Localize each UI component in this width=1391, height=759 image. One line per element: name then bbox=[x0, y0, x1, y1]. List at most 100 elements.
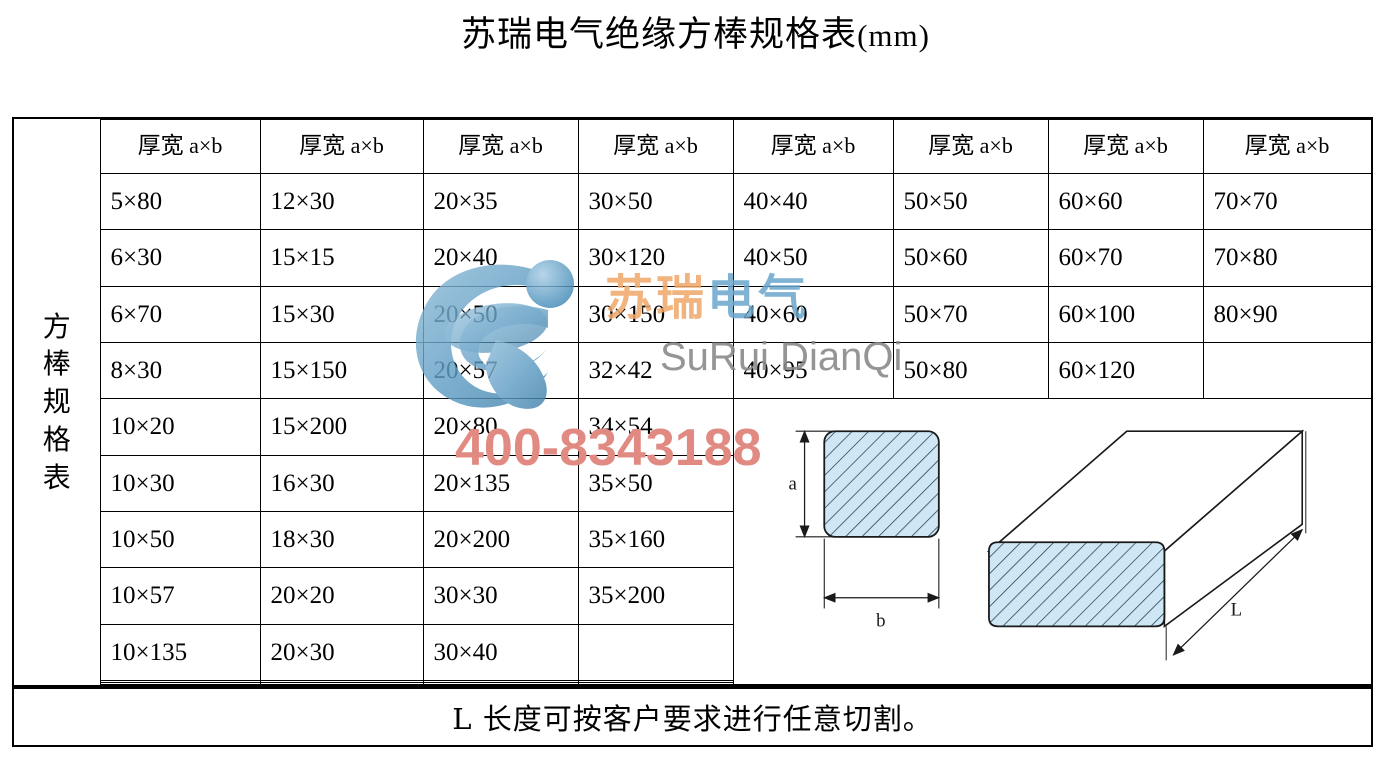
table-cell: 30×150 bbox=[577, 285, 734, 344]
spec-value: 30×150 bbox=[588, 300, 666, 328]
table-cell: 70×70 bbox=[1202, 173, 1372, 231]
spec-value: 5×80 bbox=[110, 188, 163, 216]
header-label-cn: 厚宽 bbox=[458, 133, 505, 160]
table-cell: 20×20 bbox=[259, 567, 424, 625]
table-cell: 40×40 bbox=[732, 173, 894, 231]
spec-value: 20×35 bbox=[433, 188, 498, 216]
table-row: 5×80 12×30 20×35 30×50 40×40 50×50 60×60 70×70 bbox=[14, 173, 1372, 231]
spec-value: 10×135 bbox=[110, 638, 188, 666]
spec-value: 40×95 bbox=[743, 356, 808, 384]
table-cell: 6×30 bbox=[99, 229, 261, 287]
header-label-dims: a×b bbox=[504, 133, 543, 159]
table-cell: 50×70 bbox=[892, 285, 1049, 344]
table-cell: 12×30 bbox=[259, 173, 424, 231]
table-cell: 10×30 bbox=[99, 454, 261, 513]
table-cell: 18×30 bbox=[259, 510, 424, 569]
table-cell: 10×20 bbox=[99, 398, 261, 456]
table-row: 10×57 20×20 30×30 35×200 bbox=[14, 567, 1371, 625]
spec-value: 50×80 bbox=[903, 356, 968, 384]
table-cell: 15×150 bbox=[259, 342, 424, 400]
table-cell: 35×200 bbox=[577, 567, 734, 625]
spec-value: 50×50 bbox=[903, 188, 968, 216]
header-label-dims: a×b bbox=[345, 133, 384, 159]
spec-value: 50×70 bbox=[903, 300, 968, 328]
header-label-dims: a×b bbox=[974, 133, 1013, 159]
table-row: 10×50 18×30 20×200 35×160 bbox=[14, 510, 1371, 569]
table-cell: 15×200 bbox=[259, 398, 424, 456]
table-cell: 10×57 bbox=[99, 567, 261, 625]
table-cell: 8×30 bbox=[99, 342, 261, 400]
table-header-cell: 厚宽 a×b bbox=[1202, 118, 1372, 175]
spec-value: 10×30 bbox=[110, 469, 175, 497]
spec-value: 18×30 bbox=[270, 525, 335, 553]
header-label-dims: a×b bbox=[816, 133, 856, 159]
spec-value: 15×150 bbox=[270, 356, 348, 384]
header-label-cn: 厚宽 bbox=[1244, 133, 1291, 160]
spec-value: 60×100 bbox=[1058, 300, 1136, 328]
table-cell: 60×60 bbox=[1047, 173, 1204, 231]
table-cell: 30×30 bbox=[422, 567, 579, 625]
table-cell: 35×160 bbox=[577, 510, 734, 569]
table-cell-empty bbox=[259, 681, 424, 686]
header-label-cn: 厚宽 bbox=[137, 133, 184, 160]
table-cell: 80×90 bbox=[1202, 285, 1372, 344]
table-header-cell: 厚宽 a×b bbox=[1047, 118, 1204, 175]
spec-value: 30×40 bbox=[433, 638, 498, 666]
spec-value: 50×60 bbox=[903, 244, 968, 272]
spec-value: 8×30 bbox=[110, 356, 163, 384]
spec-value: 6×70 bbox=[110, 300, 163, 328]
table-cell: 6×70 bbox=[99, 285, 261, 344]
table-cell: 20×80 bbox=[422, 398, 579, 456]
row-label-cell: 方棒规格表 bbox=[14, 119, 101, 685]
spec-value: 20×40 bbox=[433, 244, 498, 272]
spec-value: 15×30 bbox=[270, 300, 335, 328]
diagram-cell: a b L bbox=[732, 398, 1372, 685]
table-cell: 34×54 bbox=[577, 398, 734, 456]
table-header-cell: 厚宽 a×b bbox=[892, 118, 1049, 175]
table-row: 10×20 15×200 20×80 34×54 a b L bbox=[14, 398, 1372, 685]
spec-value: 16×30 bbox=[270, 469, 335, 497]
table-cell: 40×60 bbox=[732, 285, 894, 344]
table-cell: 50×50 bbox=[892, 173, 1049, 231]
table-cell: 16×30 bbox=[259, 454, 424, 513]
spec-value: 60×60 bbox=[1058, 188, 1123, 216]
spec-table-container: 方棒规格表 厚宽 a×b 厚宽 a×b 厚宽 a×b 厚宽 a×b 厚宽 a×b 厚宽 a×… bbox=[12, 117, 1373, 687]
table-header-cell: 厚宽 a×b bbox=[99, 118, 261, 175]
table-cell: 30×120 bbox=[577, 229, 734, 287]
spec-value: 20×20 bbox=[270, 582, 335, 610]
table-row bbox=[14, 681, 1371, 686]
dimension-label-b: b bbox=[876, 611, 885, 632]
table-cell: 70×80 bbox=[1202, 229, 1372, 287]
table-cell: 60×70 bbox=[1047, 229, 1204, 287]
spec-value: 20×80 bbox=[433, 413, 498, 441]
table-cell: 15×30 bbox=[259, 285, 424, 344]
header-label-dims: a×b bbox=[1290, 133, 1330, 159]
table-cell bbox=[1202, 342, 1372, 400]
table-cell: 10×50 bbox=[99, 510, 261, 569]
spec-value: 70×80 bbox=[1213, 244, 1278, 272]
table-cell: 60×100 bbox=[1047, 285, 1204, 344]
header-label-dims: a×b bbox=[1129, 133, 1168, 159]
table-cell: 60×120 bbox=[1047, 342, 1204, 400]
spec-value: 80×90 bbox=[1213, 300, 1278, 328]
table-cell-empty bbox=[422, 681, 579, 686]
header-label-cn: 厚宽 bbox=[770, 133, 817, 160]
spec-value: 10×57 bbox=[110, 582, 175, 610]
table-cell: 10×135 bbox=[99, 623, 261, 681]
spec-value: 34×54 bbox=[588, 413, 653, 441]
spec-value: 40×60 bbox=[743, 300, 808, 328]
table-row: 10×30 16×30 20×135 35×50 bbox=[14, 454, 1371, 513]
spec-value: 20×57 bbox=[433, 356, 498, 384]
table-cell: 40×95 bbox=[732, 342, 894, 400]
spec-value: 20×50 bbox=[433, 300, 498, 328]
spec-value: 30×120 bbox=[588, 244, 666, 272]
page-title: 苏瑞电气绝缘方棒规格表(mm) bbox=[0, 6, 1391, 57]
footer-note: L 长度可按客户要求进行任意切割。 bbox=[12, 687, 1373, 747]
spec-value: 60×70 bbox=[1058, 244, 1123, 272]
table-cell: 40×50 bbox=[732, 229, 894, 287]
table-row: 6×30 15×15 20×40 30×120 40×50 50×60 60×70 70×80 bbox=[14, 229, 1372, 287]
header-label-dims: a×b bbox=[659, 133, 698, 159]
spec-value: 60×120 bbox=[1058, 356, 1136, 384]
table-cell: 15×15 bbox=[259, 229, 424, 287]
header-label-cn: 厚宽 bbox=[613, 133, 660, 160]
